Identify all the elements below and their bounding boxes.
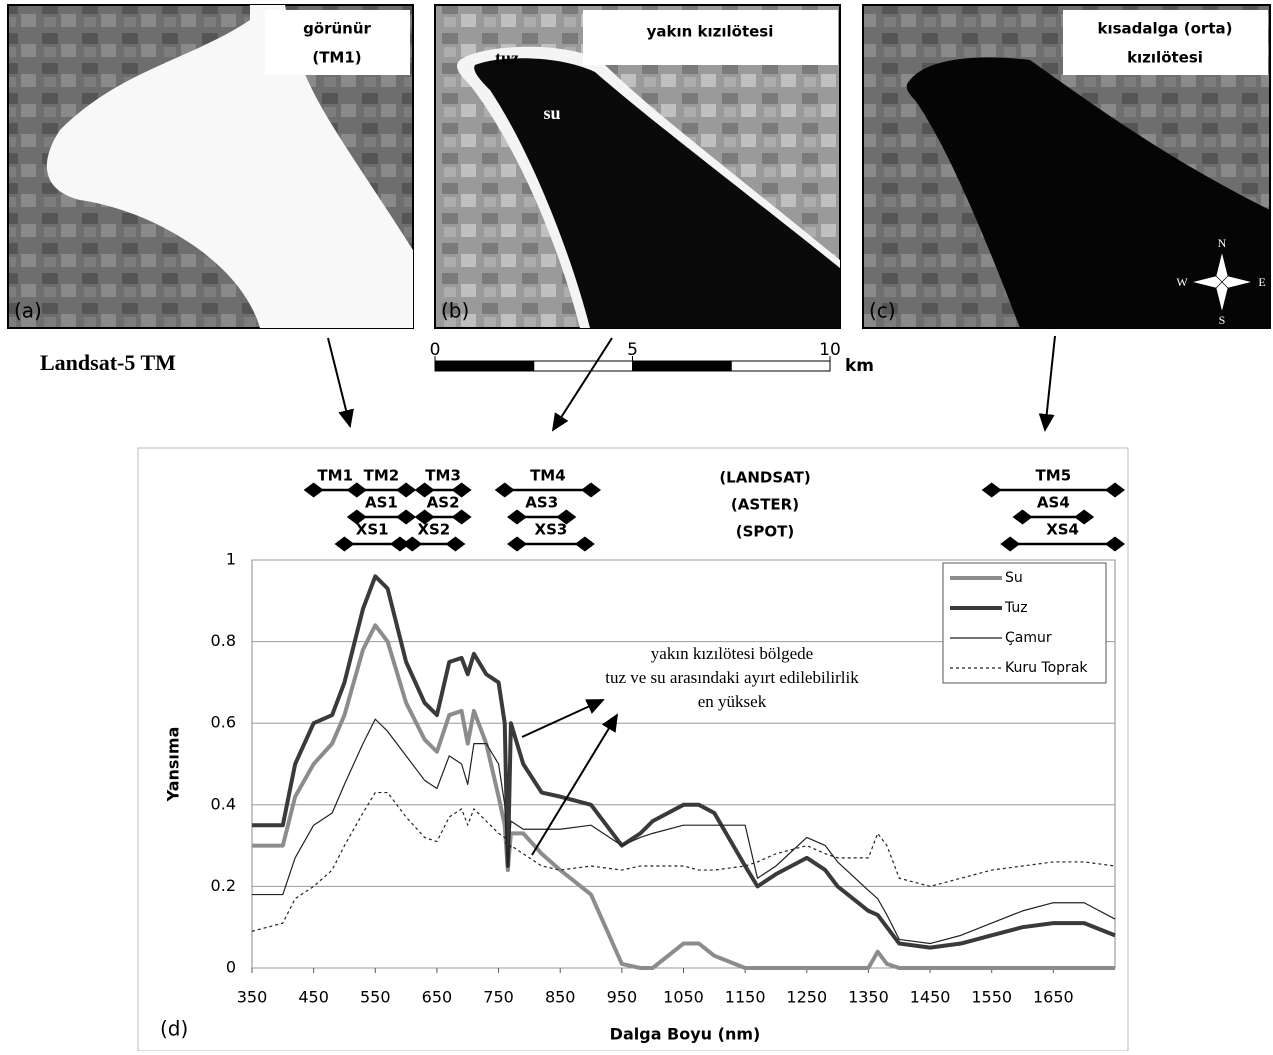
series-line	[251, 791, 1116, 932]
x-tick-label: 1350	[848, 988, 889, 1007]
scale-segment	[730, 360, 831, 372]
scale-label: 10	[819, 340, 841, 360]
sensor-name: (LANDSAT)	[719, 469, 810, 487]
y-tick-label: 0.2	[211, 876, 236, 895]
band-label: TM5	[1036, 467, 1072, 485]
band-label: AS3	[525, 494, 558, 512]
annotation: tuz ve su arasındaki ayırt edilebilirlik	[605, 668, 859, 687]
series-line	[252, 623, 1115, 970]
band-label: XS1	[356, 521, 389, 539]
x-tick-label: 450	[298, 988, 329, 1007]
panel-title: yakın kızılötesi	[647, 23, 774, 41]
legend-box	[942, 562, 1107, 684]
band-label: TM1	[317, 467, 353, 485]
band-label: TM4	[530, 467, 566, 485]
panel-title: görünür	[303, 20, 371, 38]
band-label: XS3	[535, 521, 568, 539]
series-line	[252, 718, 1116, 945]
map-label: su	[543, 103, 560, 123]
panel-title: (TM1)	[312, 49, 361, 67]
x-tick-label: 1250	[786, 988, 827, 1007]
map-label: tuz	[495, 48, 519, 68]
annotation-arrow	[531, 713, 619, 856]
x-tick-label: 1550	[971, 988, 1012, 1007]
scale-segment	[632, 360, 732, 372]
annotation: en yüksek	[698, 692, 767, 711]
x-tick-label: 350	[237, 988, 268, 1007]
band-label: XS2	[417, 521, 450, 539]
compass-label: S	[1219, 313, 1226, 327]
x-axis-label: Dalga Boyu (nm)	[610, 1025, 761, 1044]
band-label: TM2	[364, 467, 400, 485]
panel-title: kısadalga (orta)	[1098, 20, 1233, 38]
x-tick-label: 1450	[910, 988, 951, 1007]
panel-b: yakın kızılötesi tuz su (b)	[434, 4, 841, 329]
band-label: AS1	[365, 494, 398, 512]
x-tick-label: 1150	[725, 988, 766, 1007]
panel-title: kızılötesi	[1127, 49, 1203, 67]
y-tick-label: 0.6	[211, 713, 236, 732]
scale-label: 0	[430, 340, 441, 360]
legend-label: Su	[1005, 570, 1023, 586]
y-axis-label: Yansıma	[164, 727, 183, 803]
y-tick-label: 0.8	[211, 631, 236, 650]
x-tick-label: 850	[545, 988, 576, 1007]
panel-letter: (d)	[160, 1017, 188, 1041]
annotation: yakın kızılötesi bölgede	[651, 644, 813, 663]
y-tick-label: 0	[226, 958, 236, 977]
scale-segment	[434, 360, 535, 372]
sensor-name: (SPOT)	[736, 523, 795, 541]
annotation-arrow	[521, 699, 605, 738]
band-label: AS2	[427, 494, 460, 512]
panel-c: kısadalga (orta) kızılötesi N E S W (c)	[862, 4, 1271, 329]
sensor-label: Landsat-5 TM	[40, 350, 176, 375]
x-tick-label: 550	[360, 988, 391, 1007]
panel-letter: (c)	[869, 299, 896, 323]
y-tick-label: 0.4	[211, 794, 236, 813]
x-tick-label: 750	[483, 988, 514, 1007]
y-tick-label: 1	[226, 550, 236, 569]
scale-unit: km	[845, 356, 874, 376]
x-tick-label: 1650	[1033, 988, 1074, 1007]
compass	[1191, 251, 1253, 313]
legend-label: Kuru Toprak	[1005, 660, 1088, 676]
panel-a: görünür (TM1) (a)	[7, 4, 414, 329]
scale-segment	[533, 360, 633, 372]
band-label: XS4	[1046, 521, 1079, 539]
x-tick-label: 1050	[663, 988, 704, 1007]
panel-letter: (a)	[14, 299, 42, 323]
arrows	[327, 335, 1056, 432]
x-tick-label: 950	[607, 988, 638, 1007]
x-tick-label: 650	[422, 988, 453, 1007]
series-line	[252, 574, 1116, 950]
legend-label: Tuz	[1004, 600, 1028, 616]
scale-label: 5	[627, 340, 638, 360]
compass-label: W	[1176, 275, 1188, 289]
compass-label: E	[1258, 275, 1265, 289]
compass-label: N	[1218, 236, 1227, 250]
legend-label: Çamur	[1005, 630, 1052, 646]
chart-frame	[137, 447, 1129, 1052]
band-label: TM3	[425, 467, 461, 485]
band-label: AS4	[1037, 494, 1070, 512]
panel-letter: (b)	[441, 299, 469, 323]
sensor-name: (ASTER)	[731, 496, 799, 514]
